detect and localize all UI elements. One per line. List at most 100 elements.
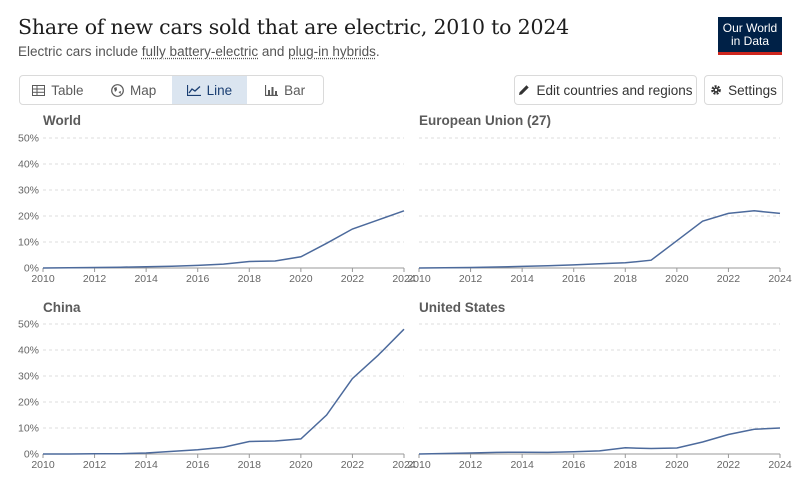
tab-line[interactable]: Line [171, 76, 248, 104]
settings-label: Settings [728, 82, 777, 98]
panel-title-china: China [43, 300, 81, 315]
tab-table[interactable]: Table [20, 76, 96, 104]
tab-bar-label: Bar [284, 82, 306, 98]
x-tick-label: 2022 [341, 459, 365, 471]
x-tick-label: 2018 [614, 459, 638, 471]
y-tick-label: 0% [24, 263, 39, 275]
y-tick-label: 30% [18, 371, 39, 383]
bar-chart-icon [265, 84, 279, 96]
data-point[interactable] [571, 449, 577, 455]
x-tick-label: 2024 [392, 459, 416, 471]
y-tick-label: 30% [18, 185, 39, 197]
series-line[interactable] [418, 427, 781, 455]
x-tick-label: 2016 [562, 459, 586, 471]
y-tick-label: 40% [18, 345, 39, 357]
data-point[interactable] [648, 446, 654, 452]
settings-button[interactable]: Settings [704, 75, 783, 105]
y-tick-label: 10% [18, 237, 39, 249]
battery-electric-link[interactable]: fully battery-electric [141, 44, 259, 59]
x-tick-label: 2014 [510, 459, 534, 471]
data-point[interactable] [545, 449, 551, 455]
x-tick-label: 2012 [459, 459, 483, 471]
table-icon [32, 84, 46, 96]
x-tick-label: 2022 [717, 273, 741, 285]
panel-title-eu: European Union (27) [419, 113, 552, 128]
x-tick-label: 2016 [186, 273, 210, 285]
x-tick-label: 2010 [31, 273, 55, 285]
x-tick-label: 2014 [134, 459, 158, 471]
x-tick-label: 2020 [665, 273, 689, 285]
plug-in-hybrids-link[interactable]: plug-in hybrids [288, 44, 376, 59]
tab-line-label: Line [206, 82, 233, 98]
panel-title-us: United States [419, 300, 506, 315]
x-tick-label: 2014 [134, 273, 158, 285]
x-tick-label: 2020 [289, 273, 313, 285]
subtitle-prefix: Electric cars include [18, 44, 142, 59]
tab-bar[interactable]: Bar [247, 76, 323, 104]
data-point[interactable] [725, 432, 731, 438]
x-tick-label: 2020 [665, 459, 689, 471]
x-tick-label: 2010 [31, 459, 55, 471]
globe-icon [111, 83, 124, 97]
logo-line-1: Our World [722, 21, 778, 35]
data-point[interactable] [442, 450, 448, 456]
y-tick-label: 50% [18, 319, 39, 331]
x-tick-label: 2014 [510, 273, 534, 285]
tab-table-label: Table [51, 82, 84, 98]
edit-countries-label: Edit countries and regions [536, 82, 693, 98]
data-point[interactable] [493, 449, 499, 455]
series-line[interactable] [418, 210, 781, 269]
data-point[interactable] [416, 451, 422, 457]
pencil-icon [519, 85, 530, 95]
panel-title-world: World [43, 113, 81, 128]
gear-icon [711, 85, 721, 95]
tab-map[interactable]: Map [96, 76, 172, 104]
owid-logo[interactable]: Our World in Data [718, 17, 782, 55]
data-point[interactable] [519, 449, 525, 455]
view-tabs: Table Map Line Bar [19, 75, 324, 105]
x-tick-label: 2010 [407, 273, 431, 285]
chart-subtitle: Electric cars include fully battery-elec… [18, 44, 380, 59]
x-tick-label: 2016 [186, 459, 210, 471]
y-tick-label: 0% [24, 449, 39, 461]
data-point[interactable] [597, 448, 603, 454]
chart-title: Share of new cars sold that are electric… [18, 15, 570, 39]
edit-countries-button[interactable]: Edit countries and regions [514, 75, 697, 105]
x-tick-label: 2010 [407, 459, 431, 471]
series-line[interactable] [42, 210, 405, 269]
data-point[interactable] [622, 445, 628, 451]
data-point[interactable] [777, 425, 783, 431]
x-tick-label: 2018 [238, 273, 262, 285]
data-point[interactable] [751, 426, 757, 432]
y-tick-label: 40% [18, 159, 39, 171]
x-tick-label: 2012 [459, 273, 483, 285]
x-tick-label: 2022 [717, 459, 741, 471]
data-point[interactable] [674, 445, 680, 451]
series-line[interactable] [43, 328, 405, 455]
x-tick-label: 2024 [768, 459, 792, 471]
x-tick-label: 2024 [768, 273, 792, 285]
subtitle-suffix: . [375, 44, 380, 59]
y-tick-label: 50% [18, 133, 39, 145]
y-tick-label: 20% [18, 397, 39, 409]
x-tick-label: 2012 [83, 459, 107, 471]
y-tick-label: 20% [18, 211, 39, 223]
line-chart-icon [186, 84, 201, 96]
logo-line-2: in Data [730, 34, 770, 48]
x-tick-label: 2016 [562, 273, 586, 285]
subtitle-mid: and [258, 44, 289, 59]
data-point[interactable] [700, 439, 706, 445]
x-tick-label: 2018 [238, 459, 262, 471]
x-tick-label: 2018 [614, 273, 638, 285]
x-tick-label: 2012 [83, 273, 107, 285]
x-tick-label: 2020 [289, 459, 313, 471]
tab-map-label: Map [129, 82, 157, 98]
x-tick-label: 2022 [341, 273, 365, 285]
data-point[interactable] [468, 450, 474, 456]
x-tick-label: 2024 [392, 273, 416, 285]
y-tick-label: 10% [18, 423, 39, 435]
